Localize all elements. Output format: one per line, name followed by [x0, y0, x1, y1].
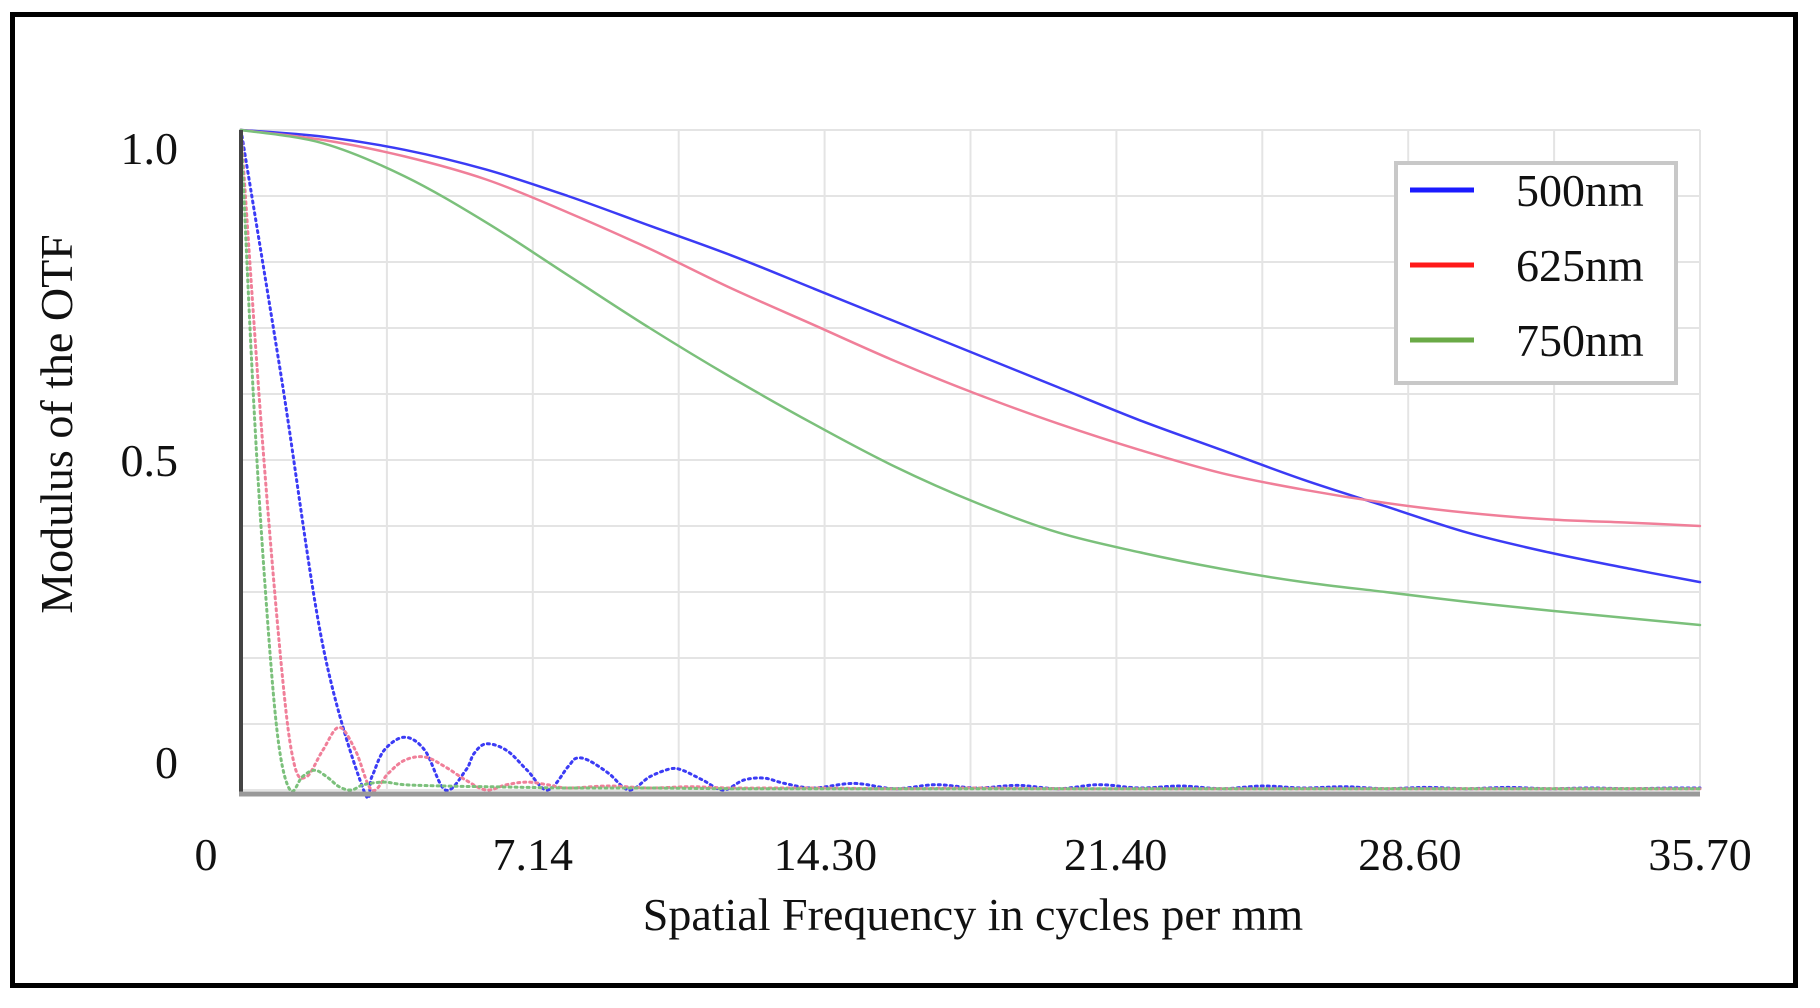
y-tick-label: 0.5	[121, 435, 179, 486]
series-line-500nm-dotted	[239, 128, 1702, 800]
x-tick-label: 28.60	[1358, 829, 1462, 880]
x-tick-label: 21.40	[1064, 829, 1168, 880]
legend-box	[1394, 161, 1678, 385]
series-line-750nm-dotted	[239, 128, 1702, 793]
axes	[239, 130, 1700, 797]
legend-label-500nm: 500nm	[1516, 165, 1644, 216]
x-tick-label: 35.70	[1648, 829, 1752, 880]
dotted-series-group	[239, 128, 1702, 800]
series-line-500nm-solid	[239, 128, 1702, 584]
y-axis-title: Modulus of the OTF	[31, 234, 82, 614]
legend-label-750nm: 750nm	[1516, 315, 1644, 366]
series-line-750nm-solid	[239, 128, 1702, 627]
series-line-625nm-solid	[239, 128, 1702, 528]
legend-label-625nm: 625nm	[1516, 240, 1644, 291]
x-tick-label: 14.30	[774, 829, 878, 880]
y-tick-label: 0	[155, 737, 178, 788]
solid-series-group	[239, 128, 1702, 627]
x-axis-title: Spatial Frequency in cycles per mm	[643, 889, 1304, 940]
x-tick-label: 7.14	[493, 829, 574, 880]
legend: 500nm 625nm 750nm	[1394, 161, 1678, 385]
x-tick-label: 0	[195, 829, 218, 880]
y-tick-label: 1.0	[121, 123, 179, 174]
x-tick-labels: 0 7.14 14.30 21.40 28.60 35.70	[195, 829, 1752, 880]
y-tick-labels: 0 0.5 1.0	[121, 123, 179, 788]
